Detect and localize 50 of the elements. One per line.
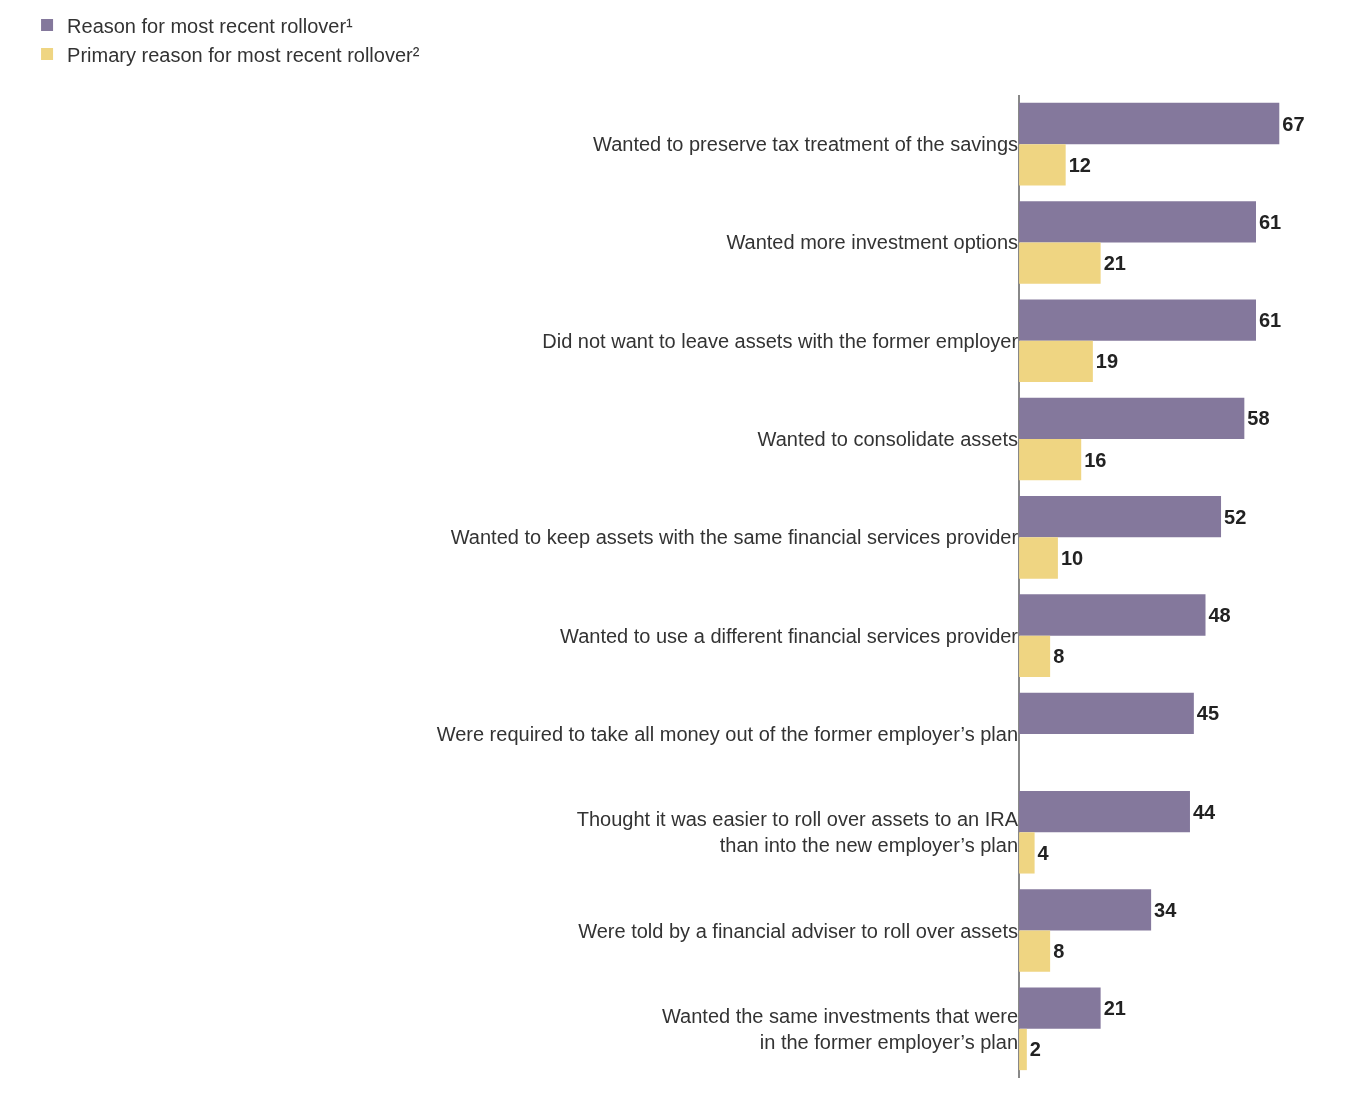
bar bbox=[1019, 397, 1245, 440]
y-tick-label: Wanted to preserve tax treatment of the savings bbox=[593, 133, 1019, 156]
y-tick-label: Were required to take all money out of the former employer’s plan bbox=[436, 722, 1019, 745]
data-label: 12 bbox=[1068, 153, 1091, 176]
bar bbox=[1019, 496, 1222, 538]
data-label: 44 bbox=[1192, 800, 1217, 823]
y-tick-label: Wanted to consolidate assets bbox=[757, 428, 1019, 451]
data-label: 2 bbox=[1029, 1038, 1041, 1061]
bar bbox=[1019, 144, 1066, 186]
data-label: 8 bbox=[1053, 645, 1065, 668]
bar bbox=[1019, 594, 1206, 636]
y-tick-label: Did not want to leave assets with the former employer bbox=[542, 329, 1019, 352]
y-tick-label: Were told by a financial adviser to roll over assets bbox=[578, 919, 1019, 942]
data-label: 4 bbox=[1037, 841, 1050, 864]
data-label: 10 bbox=[1060, 546, 1084, 569]
bar bbox=[1019, 299, 1256, 341]
y-tick-label: Thought it was easier to roll over assets to an IRA than into the new employer’s plan bbox=[576, 808, 1019, 857]
data-label: 52 bbox=[1224, 505, 1247, 528]
data-label: 48 bbox=[1208, 604, 1231, 627]
bar bbox=[1019, 242, 1101, 284]
bar bbox=[1019, 832, 1035, 874]
bar bbox=[1019, 790, 1190, 833]
bar bbox=[1019, 692, 1194, 734]
legend-label: Primary reason for most recent rollover² bbox=[67, 43, 420, 66]
bar bbox=[1019, 201, 1256, 243]
bar bbox=[1019, 889, 1152, 931]
data-label: 45 bbox=[1196, 702, 1220, 725]
data-label: 61 bbox=[1259, 309, 1282, 332]
y-tick-label: Wanted the same investments that were in the former employer’s plan bbox=[661, 1004, 1019, 1053]
data-label: 21 bbox=[1103, 997, 1126, 1020]
y-tick-label: Wanted to keep assets with the same financial services provider bbox=[450, 526, 1019, 549]
data-label: 61 bbox=[1259, 210, 1282, 233]
bar bbox=[1019, 1028, 1027, 1071]
legend-label: Reason for most recent rollover¹ bbox=[67, 14, 354, 37]
data-label: 58 bbox=[1247, 407, 1270, 430]
bar bbox=[1019, 340, 1093, 383]
y-tick-label: Wanted more investment options bbox=[726, 231, 1019, 254]
y-tick-label: Wanted to use a different financial services provider bbox=[560, 624, 1019, 647]
bar bbox=[1019, 102, 1280, 145]
data-label: 8 bbox=[1053, 940, 1065, 963]
bar bbox=[1019, 987, 1101, 1029]
data-label: 19 bbox=[1095, 350, 1119, 373]
bar bbox=[1019, 439, 1082, 481]
data-label: 67 bbox=[1282, 112, 1305, 135]
data-label: 16 bbox=[1084, 448, 1107, 471]
bar bbox=[1019, 537, 1058, 579]
bar bbox=[1019, 635, 1051, 677]
bar bbox=[1019, 930, 1051, 972]
data-label: 34 bbox=[1154, 898, 1178, 921]
data-label: 21 bbox=[1103, 252, 1126, 275]
